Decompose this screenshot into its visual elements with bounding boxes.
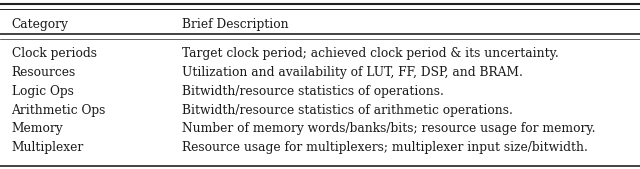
Text: Target clock period; achieved clock period & its uncertainty.: Target clock period; achieved clock peri… xyxy=(182,47,559,60)
Text: Clock periods: Clock periods xyxy=(12,47,97,60)
Text: Bitwidth/resource statistics of operations.: Bitwidth/resource statistics of operatio… xyxy=(182,85,444,98)
Text: Memory: Memory xyxy=(12,123,63,135)
Text: Category: Category xyxy=(12,18,68,31)
Text: Number of memory words/banks/bits; resource usage for memory.: Number of memory words/banks/bits; resou… xyxy=(182,123,596,135)
Text: Brief Description: Brief Description xyxy=(182,18,289,31)
Text: Resources: Resources xyxy=(12,66,76,79)
Text: Multiplexer: Multiplexer xyxy=(12,141,84,154)
Text: Utilization and availability of LUT, FF, DSP, and BRAM.: Utilization and availability of LUT, FF,… xyxy=(182,66,524,79)
Text: Arithmetic Ops: Arithmetic Ops xyxy=(12,104,106,116)
Text: Bitwidth/resource statistics of arithmetic operations.: Bitwidth/resource statistics of arithmet… xyxy=(182,104,513,116)
Text: Logic Ops: Logic Ops xyxy=(12,85,74,98)
Text: Resource usage for multiplexers; multiplexer input size/bitwidth.: Resource usage for multiplexers; multipl… xyxy=(182,141,588,154)
